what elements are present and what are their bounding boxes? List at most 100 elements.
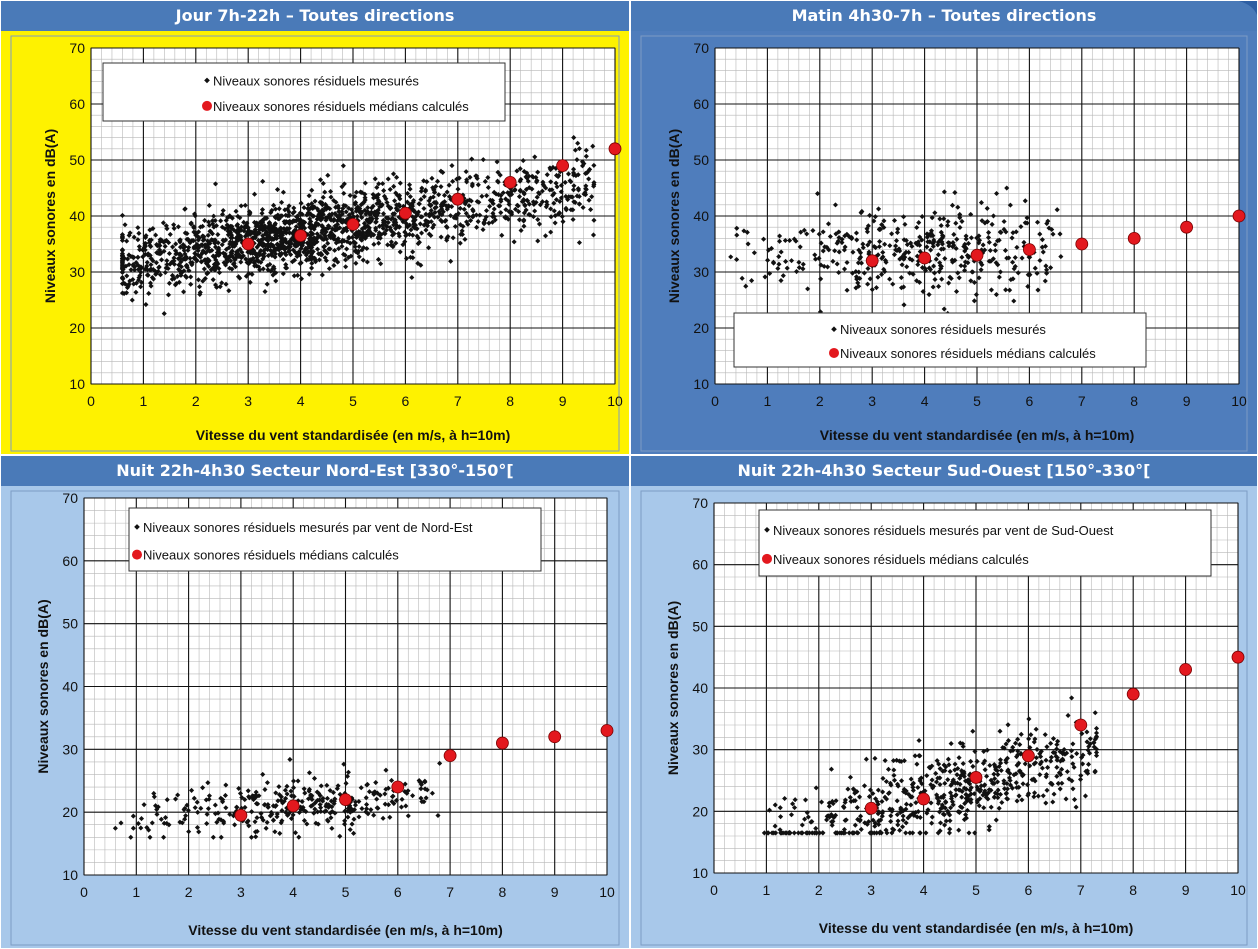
measured-point (314, 246, 321, 252)
measured-point (207, 240, 213, 246)
measured-point (289, 219, 295, 225)
measured-point (175, 224, 181, 230)
measured-point (933, 770, 939, 776)
x-tick-label: 2 (815, 882, 823, 898)
x-tick-label: 9 (551, 884, 559, 900)
measured-point (206, 793, 212, 799)
measured-point (949, 799, 956, 805)
measured-point (909, 811, 915, 817)
measured-point (299, 799, 305, 805)
measured-point (212, 181, 219, 187)
measured-point (327, 810, 333, 816)
measured-point (589, 194, 595, 200)
measured-point (283, 212, 289, 218)
measured-point (388, 239, 394, 245)
measured-point (265, 802, 271, 808)
measured-point (376, 223, 383, 229)
measured-point (1044, 744, 1050, 750)
measured-point (394, 202, 400, 208)
chart-title: Matin 4h30-7h – Toutes directions (631, 1, 1257, 31)
measured-point (953, 288, 960, 295)
measured-point (941, 306, 947, 312)
measured-point (933, 779, 940, 785)
measured-point (188, 220, 194, 226)
measured-point (553, 197, 559, 203)
measured-point (258, 810, 264, 817)
measured-point (1043, 800, 1049, 806)
measured-point (385, 176, 391, 182)
y-axis-title: Niveaux sonores en dB(A) (665, 601, 681, 775)
median-point (970, 248, 984, 262)
measured-point (242, 797, 248, 803)
measured-point (354, 234, 360, 241)
x-tick-label: 8 (506, 393, 514, 409)
measured-point (942, 768, 948, 774)
median-point (443, 749, 457, 763)
measured-point (910, 271, 916, 277)
measured-point (973, 292, 979, 298)
measured-point (954, 772, 960, 778)
measured-point (148, 266, 154, 272)
measured-point (494, 159, 500, 165)
legend-marker-median (202, 100, 212, 111)
measured-point (327, 213, 333, 219)
measured-point (274, 814, 280, 820)
panel-border (640, 35, 1248, 452)
measured-point (197, 224, 204, 230)
measured-point (812, 252, 818, 258)
measured-point (439, 206, 445, 212)
scatter-plot-nuit-sud-ouest: 0 1 2 3 4 5 6 7 8 9 10 10 20 30 40 50 60 70 Vitesse du ven… (631, 486, 1257, 948)
measured-point (277, 830, 283, 836)
measured-point (395, 207, 401, 213)
measured-point (919, 237, 925, 243)
measured-point (398, 804, 404, 810)
measured-point (915, 784, 921, 791)
measured-point (173, 241, 179, 247)
measured-point (206, 202, 212, 208)
measured-point (167, 231, 173, 237)
measured-point (971, 298, 977, 304)
measured-point (291, 785, 297, 791)
measured-point (1022, 761, 1028, 767)
measured-point (201, 266, 207, 272)
measured-point (320, 798, 326, 804)
measured-point (182, 206, 188, 212)
measured-point (1087, 741, 1093, 747)
measured-point (466, 213, 472, 220)
measured-point (468, 218, 474, 224)
measured-point (325, 818, 331, 824)
measured-point (995, 787, 1001, 793)
measured-point (210, 253, 216, 259)
measured-point (1009, 235, 1015, 241)
measured-point (385, 802, 392, 808)
measured-point (348, 806, 354, 812)
measured-point (910, 780, 916, 786)
measured-point (206, 219, 212, 225)
measured-point (223, 782, 229, 788)
measured-point (219, 242, 225, 248)
measured-point (228, 235, 234, 241)
measured-point (135, 237, 141, 243)
measured-point (864, 226, 870, 232)
measured-point (385, 242, 391, 248)
measured-point (570, 170, 577, 176)
legend-label-measured: Niveaux sonores résiduels mesurés (840, 322, 1046, 337)
measured-point (825, 813, 831, 819)
measured-point (345, 769, 351, 775)
measured-point (993, 817, 999, 823)
median-point (864, 801, 878, 815)
measured-point (435, 812, 441, 819)
measured-point (358, 785, 364, 791)
measured-point (291, 778, 297, 784)
measured-point (400, 242, 406, 248)
x-tick-label: 4 (920, 882, 928, 898)
measured-point (189, 262, 195, 268)
median-point (548, 730, 562, 744)
measured-point (291, 205, 297, 211)
measured-points (112, 756, 443, 840)
measured-point (505, 216, 511, 222)
measured-point (1013, 780, 1019, 786)
measured-point (812, 256, 819, 262)
measured-point (482, 217, 488, 223)
measured-point (318, 805, 324, 811)
